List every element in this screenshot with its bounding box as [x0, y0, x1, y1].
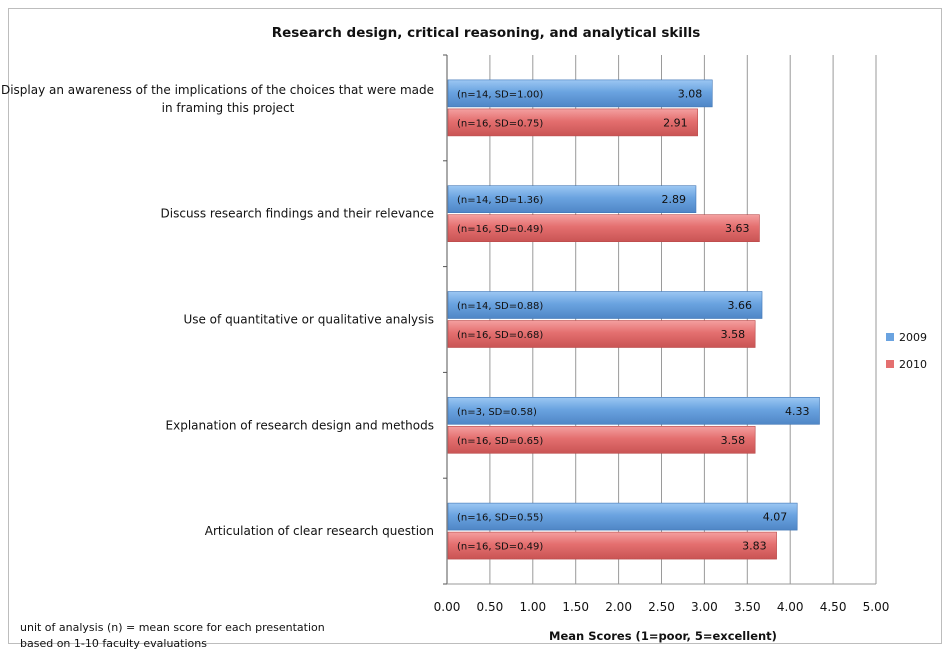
- bar-2009: [447, 291, 763, 319]
- legend-swatch-2009: [886, 333, 894, 341]
- category-label: Articulation of clear research question: [205, 524, 434, 538]
- category-label: Discuss research findings and their rele…: [161, 207, 434, 221]
- x-tick-labels: 0.00 0.50 1.00 1.50 2.00 2.50 3.00 3.50 4.00 4.50…: [434, 600, 890, 614]
- x-tick-label: 3.00: [691, 600, 718, 614]
- legend: 2009 2010: [886, 331, 927, 371]
- bar-2010: [447, 531, 777, 560]
- legend-label-2009: 2009: [899, 331, 927, 344]
- bar-value-label: 4.07: [763, 511, 788, 524]
- x-axis-title: Mean Scores (1=poor, 5=excellent): [549, 629, 777, 643]
- grid-layer: [443, 54, 877, 585]
- legend-swatch-2010: [886, 360, 894, 368]
- footnote-line: unit of analysis (n) = mean score for ea…: [20, 621, 325, 634]
- x-tick-label: 5.00: [863, 600, 890, 614]
- bar-value-label: 4.33: [785, 405, 810, 418]
- category-label: Explanation of research design and metho…: [166, 418, 434, 432]
- bar-2009: [447, 396, 820, 425]
- legend-label-2010: 2010: [899, 358, 927, 371]
- x-tick-label: 0.50: [477, 600, 504, 614]
- footnote-line: based on 1-10 faculty evaluations: [20, 637, 207, 650]
- x-tick-label: 2.50: [648, 600, 675, 614]
- bar-2009: [447, 502, 798, 531]
- chart-title: Research design, critical reasoning, and…: [272, 25, 701, 41]
- bar-value-label: 3.66: [728, 299, 753, 312]
- x-tick-label: 4.50: [820, 600, 847, 614]
- bar-2010: [447, 214, 760, 242]
- chart-frame: [8, 8, 942, 644]
- bar-stat-label: (n=14, SD=1.00): [457, 89, 543, 100]
- bar-stat-label: (n=14, SD=1.36): [457, 195, 543, 206]
- bar-2010: [447, 320, 756, 348]
- bar-stat-label: (n=16, SD=0.68): [457, 330, 543, 341]
- bar-stat-label: (n=16, SD=0.75): [457, 118, 543, 129]
- bar-value-label: 3.63: [725, 222, 750, 235]
- bar-value-label: 3.83: [742, 540, 767, 553]
- bar-2009: [447, 79, 713, 108]
- x-tick-label: 1.50: [562, 600, 589, 614]
- x-tick-label: 1.00: [519, 600, 546, 614]
- category-label: in framing this project: [162, 101, 295, 115]
- bar-stat-label: (n=16, SD=0.65): [457, 436, 543, 447]
- footnote: unit of analysis (n) = mean score for ea…: [20, 621, 325, 650]
- bar-value-label: 3.58: [721, 328, 746, 341]
- category-label: Display an awareness of the implications…: [1, 83, 434, 97]
- bar-value-label: 3.08: [678, 87, 703, 100]
- x-tick-label: 0.00: [434, 600, 461, 614]
- bar-stat-label: (n=3, SD=0.58): [457, 407, 537, 418]
- bar-2009: [447, 185, 697, 213]
- category-labels: Display an awareness of the implications…: [1, 83, 434, 538]
- bars-layer: (n=14, SD=1.00) 3.08 (n=16, SD=0.75) 2.91 (n…: [447, 79, 820, 560]
- bar-value-label: 2.89: [661, 193, 686, 206]
- category-label: Use of quantitative or qualitative analy…: [183, 313, 434, 327]
- bar-value-label: 2.91: [663, 116, 688, 129]
- bar-stat-label: (n=14, SD=0.88): [457, 301, 543, 312]
- bar-stat-label: (n=16, SD=0.55): [457, 513, 543, 524]
- bar-2010: [447, 108, 698, 137]
- x-tick-label: 3.50: [734, 600, 761, 614]
- x-tick-label: 4.00: [777, 600, 804, 614]
- bar-value-label: 3.58: [721, 434, 746, 447]
- bar-stat-label: (n=16, SD=0.49): [457, 542, 543, 553]
- bar-2010: [447, 425, 756, 454]
- bar-stat-label: (n=16, SD=0.49): [457, 224, 543, 235]
- x-tick-label: 2.00: [605, 600, 632, 614]
